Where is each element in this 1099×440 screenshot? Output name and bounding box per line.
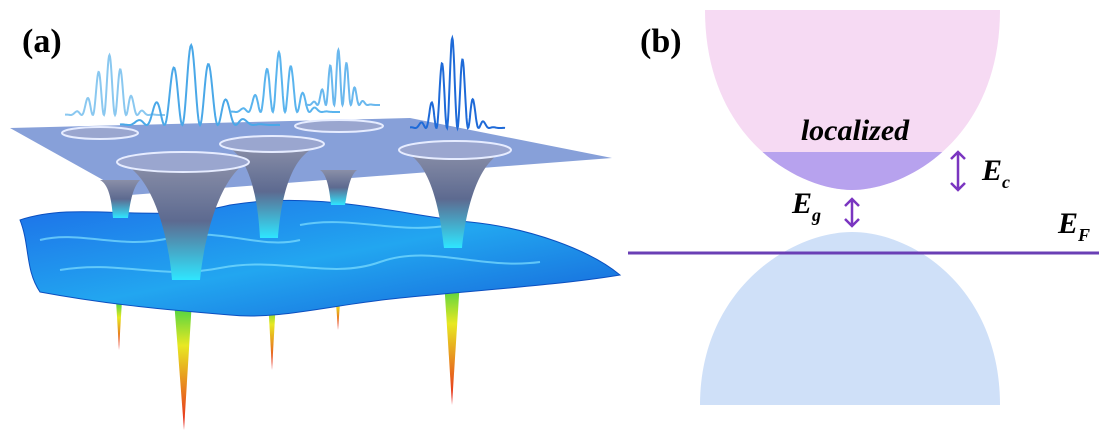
symbol: E	[791, 187, 812, 220]
panel-label: (a)	[22, 23, 62, 60]
wave-packets	[65, 38, 505, 128]
wave-packet	[65, 55, 165, 115]
panel-b: (b) localized Eg Ec EF	[628, 10, 1099, 405]
mobility-edge-label: Ec	[981, 154, 1010, 192]
subscript: c	[1002, 172, 1010, 192]
subscript: F	[1077, 225, 1090, 245]
disorder-surface	[20, 200, 620, 316]
gap-label: Eg	[791, 187, 821, 225]
wave-packet	[305, 50, 380, 105]
spike	[174, 300, 192, 430]
panel-a: (a)	[10, 23, 620, 430]
figure: (a) (b) localized Eg Ec EF	[0, 0, 1099, 440]
spike	[116, 300, 122, 350]
symbol: E	[1057, 207, 1078, 240]
valence-band	[700, 232, 1000, 405]
spike	[444, 280, 460, 405]
wave-packet	[410, 38, 505, 128]
band-label: localized	[801, 114, 910, 147]
symbol: E	[981, 154, 1002, 187]
subscript: g	[811, 205, 821, 225]
panel-label: (b)	[640, 23, 682, 60]
wave-packet	[230, 52, 340, 112]
fermi-label: EF	[1057, 207, 1090, 245]
